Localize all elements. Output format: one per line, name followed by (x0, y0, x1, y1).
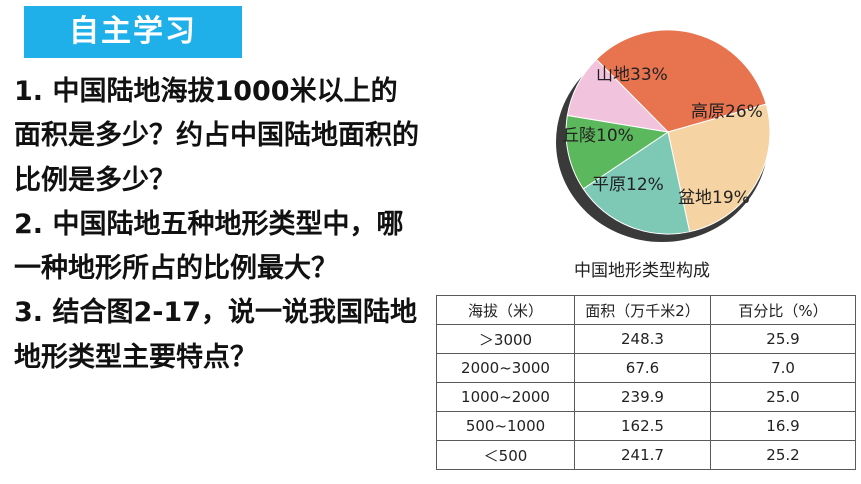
table-row: 500~1000 162.5 16.9 (436, 411, 856, 441)
question-2: 2. 中国陆地五种地形类型中，哪一种地形所占的比例最大？ (14, 208, 404, 285)
table-cell: 239.9 (574, 382, 711, 412)
pie-slice-plateau (667, 103, 771, 233)
pie-label-hill: 丘陵10% (562, 126, 634, 146)
table-cell: 16.9 (710, 411, 856, 441)
pie-label-plateau: 高原26% (691, 102, 763, 122)
table-cell: 67.6 (574, 353, 711, 383)
question-list: 1. 中国陆地海拔1000米以上的面积是多少？约占中国陆地面积的比例是多少？ 2… (14, 70, 424, 380)
table-cell: 7.0 (710, 353, 856, 383)
table-cell: 500~1000 (436, 411, 575, 441)
pie-slice-hill (566, 58, 670, 133)
pie-label-plain: 平原12% (592, 175, 664, 195)
table-cell: 25.0 (710, 382, 856, 412)
table-cell: 2000~3000 (436, 353, 575, 383)
table-cell: 248.3 (574, 324, 711, 354)
table-cell: ＜500 (436, 440, 575, 470)
table-header-row: 海拔（米） 面积（万千米2） 百分比（%） (436, 295, 856, 325)
pie-caption: 中国地形类型构成 (574, 261, 710, 281)
pie-label-basin: 盆地19% (678, 188, 750, 208)
pie-label-mountain: 山地33% (596, 65, 668, 85)
table-header-area: 面积（万千米2） (574, 295, 711, 325)
question-3: 3. 结合图2-17，说一说我国陆地地形类型主要特点？ (14, 297, 418, 373)
question-1: 1. 中国陆地海拔1000米以上的面积是多少？约占中国陆地面积的比例是多少？ (14, 76, 419, 196)
table-cell: 25.9 (710, 324, 856, 354)
table-row: ＞3000 248.3 25.9 (436, 324, 856, 354)
table-cell: 25.2 (710, 440, 856, 470)
table-cell: 162.5 (574, 411, 711, 441)
table-cell: ＞3000 (436, 324, 575, 354)
section-title: 自主学习 (69, 14, 197, 49)
elevation-area-table: 海拔（米） 面积（万千米2） 百分比（%） ＞3000 248.3 25.9 2… (436, 295, 856, 470)
table-header-elevation: 海拔（米） (436, 295, 575, 325)
table-row: ＜500 241.7 25.2 (436, 440, 856, 470)
pie-slice-mountain (595, 29, 767, 133)
pie-slice-plain (565, 114, 670, 190)
table-header-percent: 百分比（%） (710, 295, 856, 325)
table-cell: 1000~2000 (436, 382, 575, 412)
pie-slice-basin (582, 131, 691, 235)
section-title-banner: 自主学习 (24, 6, 242, 58)
terrain-pie-chart: 山地33% 高原26% 盆地19% 平原12% 丘陵10% (556, 29, 771, 242)
table-row: 1000~2000 239.9 25.0 (436, 382, 856, 412)
table-cell: 241.7 (574, 440, 711, 470)
table-row: 2000~3000 67.6 7.0 (436, 353, 856, 383)
